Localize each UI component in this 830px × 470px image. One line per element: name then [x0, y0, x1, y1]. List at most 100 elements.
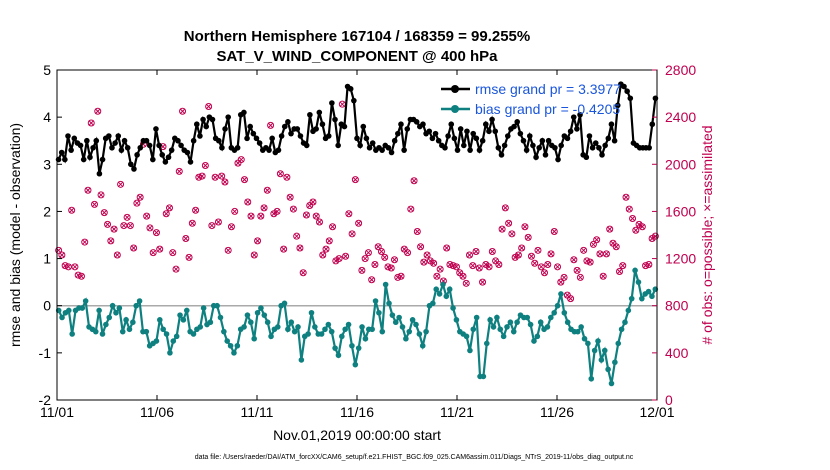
- obs-assimilated-marker: [257, 213, 264, 219]
- bias-point: [359, 324, 365, 330]
- obs-possible-marker: [289, 205, 297, 213]
- rmse-point: [498, 152, 505, 158]
- rmse-point: [200, 116, 206, 123]
- obs-marker: [179, 107, 187, 115]
- obs-possible-marker: [188, 219, 196, 227]
- obs-possible-marker: [443, 244, 451, 252]
- obs-possible-marker: [280, 245, 288, 253]
- obs-assimilated-marker: [414, 228, 421, 235]
- bias-point: [126, 326, 133, 333]
- obs-assimilated-marker: [541, 269, 548, 276]
- bias-point: [79, 305, 86, 311]
- obs-marker: [364, 249, 372, 257]
- obs-marker: [117, 180, 125, 188]
- bias-point: [450, 305, 456, 311]
- rmse-point: [464, 128, 470, 135]
- bias-point: [548, 314, 554, 321]
- obs-possible-marker: [479, 278, 487, 286]
- rmse-point: [366, 144, 373, 151]
- bias-point: [305, 331, 311, 337]
- obs-marker: [430, 259, 438, 267]
- bias-point: [645, 288, 652, 295]
- rmse-point: [294, 126, 301, 132]
- rmse-point: [621, 83, 627, 90]
- obs-assimilated-marker: [156, 246, 163, 252]
- obs-assimilated-marker: [349, 230, 355, 237]
- obs-assimilated-marker: [199, 173, 205, 179]
- obs-assimilated-marker: [310, 199, 316, 205]
- rmse-point: [398, 121, 404, 128]
- rmse-point: [504, 133, 511, 139]
- obs-marker: [381, 253, 389, 261]
- obs-possible-marker: [599, 272, 607, 280]
- obs-possible-marker: [404, 249, 412, 257]
- obs-assimilated-marker: [469, 262, 476, 269]
- obs-assimilated-marker: [577, 274, 584, 281]
- obs-assimilated-marker: [150, 249, 157, 256]
- obs-marker: [560, 273, 568, 281]
- rmse-point: [244, 135, 250, 142]
- obs-possible-marker: [508, 230, 516, 238]
- obs-marker: [524, 233, 532, 241]
- obs-assimilated-marker: [489, 248, 496, 255]
- y-right-tick-label: 1200: [665, 251, 696, 267]
- obs-possible-marker: [645, 260, 653, 268]
- rmse-point: [379, 147, 385, 153]
- obs-marker: [149, 249, 157, 257]
- obs-possible-marker: [449, 262, 457, 270]
- rmse-point: [608, 121, 615, 128]
- obs-possible-marker: [221, 178, 229, 186]
- obs-possible-marker: [622, 193, 630, 201]
- obs-marker: [143, 212, 151, 220]
- obs-marker: [64, 263, 72, 271]
- bias-point: [423, 328, 429, 335]
- rmse-point: [319, 121, 326, 128]
- bias-point: [153, 338, 160, 344]
- obs-possible-marker: [433, 272, 441, 280]
- obs-possible-marker: [355, 219, 363, 227]
- obs-possible-marker: [544, 260, 552, 268]
- obs-possible-marker: [377, 248, 385, 255]
- obs-assimilated-marker: [68, 207, 75, 214]
- obs-marker: [632, 226, 640, 234]
- obs-assimilated-marker: [163, 210, 170, 217]
- obs-assimilated-marker: [486, 263, 492, 270]
- rmse-point: [369, 140, 376, 146]
- bias-point: [130, 319, 136, 326]
- bias-point: [207, 319, 214, 326]
- rmse-point: [545, 137, 552, 144]
- rmse-point: [150, 156, 156, 163]
- rmse-point: [495, 144, 502, 151]
- obs-possible-marker: [218, 172, 226, 180]
- obs-marker: [433, 272, 441, 280]
- rmse-point: [426, 128, 433, 135]
- obs-possible-marker: [638, 223, 646, 231]
- obs-assimilated-marker: [212, 174, 219, 181]
- obs-assimilated-marker: [388, 265, 395, 271]
- legend-rmse-marker: [451, 85, 459, 93]
- obs-marker: [335, 255, 343, 263]
- obs-assimilated-marker: [626, 206, 633, 212]
- obs-marker: [68, 206, 76, 214]
- bias-point: [160, 326, 166, 333]
- bias-point: [352, 361, 359, 368]
- obs-assimilated-marker: [443, 245, 450, 251]
- rmse-point: [250, 130, 257, 137]
- y-axis-label-right: # of obs: o=possible; ×=assimilated: [699, 125, 715, 344]
- obs-possible-marker: [263, 186, 271, 194]
- obs-possible-marker: [391, 256, 398, 264]
- rmse-point: [297, 133, 304, 139]
- obs-marker: [130, 244, 138, 252]
- obs-assimilated-marker: [342, 253, 349, 260]
- obs-assimilated-marker: [241, 176, 248, 183]
- obs-possible-marker: [322, 245, 330, 253]
- rmse-point: [523, 147, 530, 153]
- y-axis-label: rmse and bias (model - observation): [7, 123, 23, 347]
- rmse-point: [137, 144, 144, 151]
- obs-assimilated-marker: [215, 219, 222, 225]
- obs-possible-marker: [593, 236, 601, 244]
- obs-assimilated-marker: [78, 273, 85, 280]
- rmse-point: [429, 135, 436, 142]
- bias-point: [564, 319, 571, 326]
- obs-possible-marker: [247, 212, 255, 220]
